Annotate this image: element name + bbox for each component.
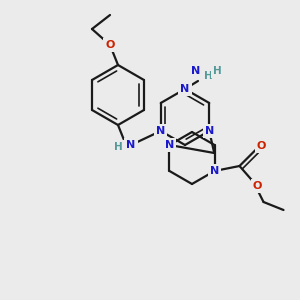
Text: N: N bbox=[205, 126, 214, 136]
Text: N: N bbox=[156, 126, 165, 136]
Text: O: O bbox=[105, 40, 115, 50]
Text: N: N bbox=[165, 140, 174, 150]
Text: N: N bbox=[210, 166, 219, 176]
Text: N: N bbox=[191, 66, 201, 76]
Text: O: O bbox=[253, 181, 262, 191]
Text: N: N bbox=[180, 84, 190, 94]
Text: N: N bbox=[126, 140, 136, 150]
Text: H: H bbox=[213, 66, 221, 76]
Text: H: H bbox=[204, 71, 212, 81]
Text: O: O bbox=[257, 141, 266, 151]
Text: H: H bbox=[114, 142, 122, 152]
